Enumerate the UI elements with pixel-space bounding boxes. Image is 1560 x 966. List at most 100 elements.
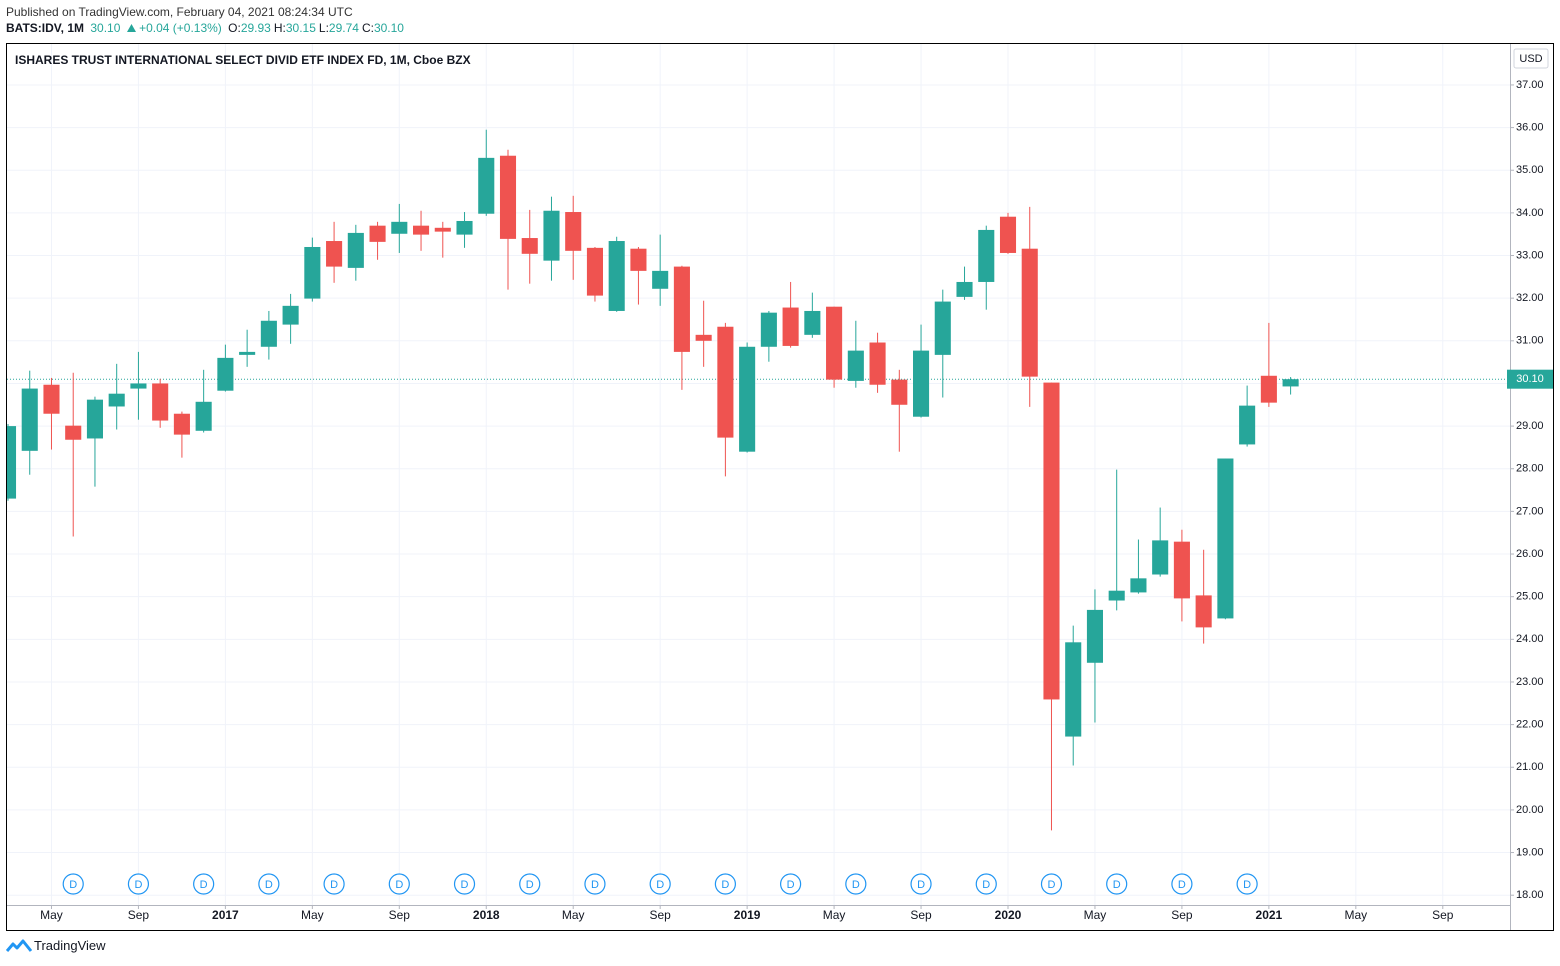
dividend-label: D	[330, 879, 338, 891]
last-price-box	[1507, 369, 1553, 389]
candle-body	[1152, 540, 1169, 575]
dividend-label: D	[69, 879, 77, 891]
x-tick-label: May	[1344, 908, 1367, 922]
x-tick-label: Sep	[128, 908, 150, 922]
published-note: Published on TradingView.com, February 0…	[6, 5, 353, 19]
dividend-marker	[193, 873, 215, 895]
candle-body	[1217, 458, 1234, 619]
x-tick-label: Sep	[1432, 908, 1454, 922]
candle-body	[434, 227, 451, 232]
candle-body	[1108, 590, 1125, 601]
dividend-marker	[62, 873, 84, 895]
candle-body	[1260, 375, 1277, 403]
ohlc-value: 30.10	[373, 21, 404, 35]
ohlc-key: O:	[228, 21, 241, 35]
ohlc-key: C:	[361, 21, 374, 35]
dividend-label: D	[200, 879, 208, 891]
candle-body	[804, 310, 821, 335]
candle-body	[1239, 405, 1256, 445]
candle-body	[195, 401, 212, 431]
candle-body	[43, 384, 60, 414]
dividend-marker	[453, 873, 476, 895]
dividend-label: D	[591, 879, 599, 891]
dividend-marker	[1106, 873, 1128, 895]
last-price-label: 30.10	[1516, 373, 1544, 385]
candle-body	[760, 312, 777, 347]
dividend-marker	[323, 873, 345, 895]
dividend-label: D	[1048, 879, 1056, 891]
x-tick-label: May	[301, 908, 324, 922]
candle-body	[1173, 541, 1190, 599]
x-tick-label: 2020	[995, 908, 1022, 922]
dividend-marker	[388, 873, 410, 895]
dividend-label: D	[721, 879, 729, 891]
y-tick-label: 18.00	[1516, 889, 1544, 901]
y-tick-label: 33.00	[1516, 249, 1544, 261]
ohlc-value: 29.93	[240, 21, 271, 35]
candle-body	[413, 225, 430, 235]
y-tick-label: 24.00	[1516, 633, 1544, 645]
y-tick-label: 34.00	[1516, 207, 1544, 219]
ohlc-key: L:	[318, 21, 329, 35]
x-tick-label: Sep	[1171, 908, 1193, 922]
x-tick-label: 2018	[473, 908, 500, 922]
candle-body	[521, 238, 538, 254]
candle-body	[1043, 382, 1060, 700]
y-tick-label: 31.00	[1516, 335, 1544, 347]
x-tick-label: Sep	[389, 908, 411, 922]
x-tick-label: May	[40, 908, 63, 922]
brand: TradingView	[34, 938, 106, 953]
candle-body	[1065, 642, 1082, 737]
dividend-label: D	[461, 879, 469, 891]
dividend-marker	[1236, 873, 1258, 895]
candle-body	[456, 220, 473, 235]
candle-body	[1130, 578, 1147, 593]
y-tick-label: 22.00	[1516, 719, 1544, 731]
y-tick-label: 36.00	[1516, 121, 1544, 133]
dividend-label: D	[787, 879, 795, 891]
dividend-marker	[127, 873, 150, 895]
candle-body	[282, 305, 299, 325]
x-tick-label: 2019	[734, 908, 761, 922]
ohlc-key: H:	[273, 21, 286, 35]
y-tick-label: 29.00	[1516, 420, 1544, 432]
logo	[6, 939, 32, 952]
change: +0.04 (+0.13%)	[139, 21, 222, 35]
candle-body	[739, 346, 756, 452]
candle-body	[217, 357, 234, 391]
candle-body	[7, 426, 17, 499]
candle-body	[978, 229, 995, 282]
x-tick-label: 2021	[1256, 908, 1283, 922]
y-tick-label: 20.00	[1516, 804, 1544, 816]
candle-body	[717, 326, 734, 438]
y-tick-label: 35.00	[1516, 164, 1544, 176]
dividend-label: D	[526, 879, 534, 891]
chart-frame	[6, 43, 1554, 931]
candle-body	[891, 379, 908, 405]
x-tick-label: Sep	[910, 908, 932, 922]
y-tick-label: 28.00	[1516, 463, 1544, 475]
candle-body	[130, 383, 147, 389]
candle-body	[326, 241, 343, 267]
candle-body	[608, 241, 625, 311]
candle-body	[826, 306, 843, 380]
candle-body	[565, 212, 582, 251]
candle-body	[65, 425, 82, 440]
candle-body	[695, 334, 712, 341]
candle-body	[86, 399, 103, 439]
candle-body	[1021, 248, 1038, 377]
candle-body	[652, 270, 669, 289]
dividend-label: D	[852, 879, 860, 891]
candle-body	[869, 342, 886, 385]
y-tick-label: 32.00	[1516, 292, 1544, 304]
y-tick-label: 25.00	[1516, 591, 1544, 603]
y-tick-label: 26.00	[1516, 548, 1544, 560]
candle-body	[782, 307, 799, 346]
candle-body	[239, 351, 256, 355]
x-tick-label: Sep	[649, 908, 671, 922]
last: 30.10	[90, 21, 121, 35]
candle-body	[369, 225, 386, 242]
candle-body	[543, 210, 560, 261]
